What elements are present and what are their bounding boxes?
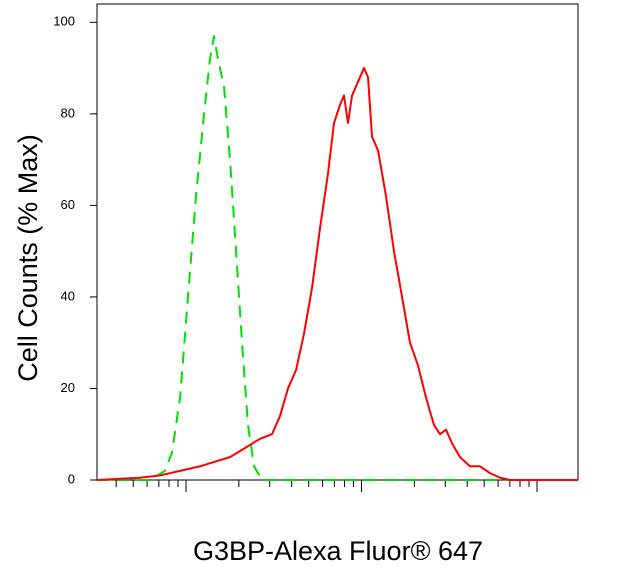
y-axis-title: Cell Counts (% Max) <box>13 134 43 382</box>
series-line <box>97 35 578 481</box>
y-tick-label: 0 <box>68 471 75 486</box>
plot-frame <box>96 3 579 481</box>
y-tick-label: 20 <box>61 380 75 395</box>
y-tick-label: 100 <box>53 14 75 29</box>
x-axis-title: G3BP-Alexa Fluor® 647 <box>193 536 483 566</box>
y-tick-label: 60 <box>61 197 75 212</box>
y-tick-label: 80 <box>61 105 75 120</box>
y-tick-label: 40 <box>61 288 75 303</box>
series-line <box>96 67 578 481</box>
